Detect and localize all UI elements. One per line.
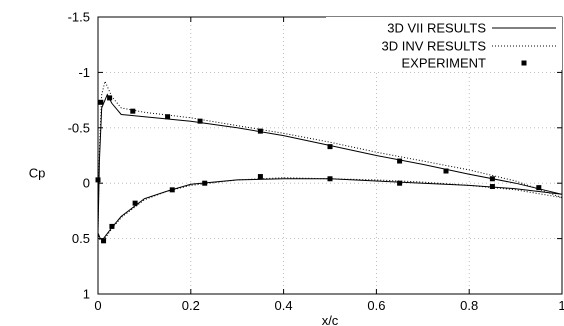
experiment-point	[101, 238, 107, 244]
experiment-point	[130, 108, 136, 114]
y-tick-label: -1	[78, 65, 90, 80]
experiment-point	[327, 176, 333, 182]
experiment-point	[397, 158, 403, 164]
legend-label-inv: 3D INV RESULTS	[381, 39, 486, 54]
experiment-point	[197, 118, 203, 124]
x-tick-label: 0	[94, 298, 101, 313]
experiment-point	[489, 176, 495, 182]
experiment-point	[132, 200, 138, 206]
experiment-point	[202, 180, 208, 186]
experiment-point	[443, 168, 449, 174]
experiment-point	[397, 180, 403, 186]
experiment-point	[489, 184, 495, 190]
experiment-point	[536, 185, 542, 191]
x-tick-label: 1	[558, 298, 564, 313]
vii-lower-line	[97, 178, 563, 241]
legend-label-vii: 3D VII RESULTS	[387, 21, 486, 36]
x-tick-label: 0.4	[275, 298, 293, 313]
y-tick-label: 1	[83, 287, 90, 302]
y-tick-label: -0.5	[68, 120, 90, 135]
y-axis-label: Cp	[29, 166, 46, 181]
experiment-point	[165, 114, 171, 120]
experiment-point	[257, 128, 263, 134]
experiment-point	[169, 187, 175, 193]
y-tick-label: 0	[83, 176, 90, 191]
axis-ticks: 0 0.2 0.4 0.6 0.8 1 -1.5 -1 -0.5 0 0.5 1	[68, 10, 564, 314]
experiment-point	[327, 144, 333, 150]
experiment-point	[98, 99, 104, 105]
y-tick-label: 0.5	[72, 231, 90, 246]
grid-lines	[98, 17, 562, 294]
x-tick-label: 0.8	[460, 298, 478, 313]
inv-upper-line	[97, 79, 563, 234]
experiment-point	[257, 174, 263, 180]
series-lines	[97, 79, 563, 243]
x-axis-label: x/c	[322, 313, 339, 326]
legend: 3D VII RESULTS 3D INV RESULTS EXPERIMENT	[326, 17, 562, 71]
experiment-point	[107, 95, 113, 101]
y-tick-label: -1.5	[68, 10, 90, 25]
experiment-markers	[95, 95, 542, 244]
x-tick-label: 0.2	[182, 298, 200, 313]
legend-swatch-experiment	[521, 60, 527, 66]
legend-label-experiment: EXPERIMENT	[401, 56, 486, 71]
inv-lower-line	[97, 177, 563, 243]
x-tick-label: 0.6	[367, 298, 385, 313]
experiment-point	[109, 223, 115, 229]
